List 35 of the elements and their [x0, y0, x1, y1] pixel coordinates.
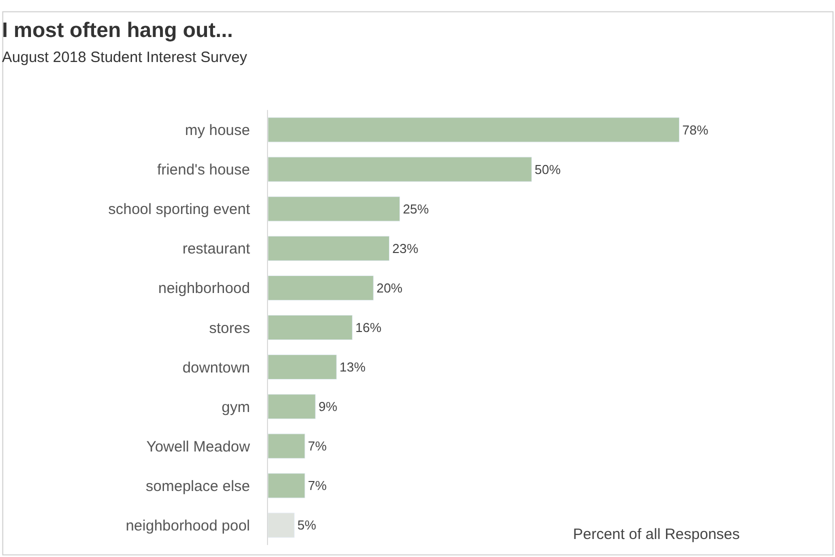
y-tick-label: stores: [209, 320, 250, 337]
data-label: 50%: [534, 162, 562, 177]
data-label: 7%: [308, 438, 328, 454]
bar: [268, 275, 374, 300]
data-label: 5%: [297, 518, 317, 533]
text: August 2018 Student Interest Survey: [2, 49, 248, 66]
chart-title: I most often hang out...: [2, 19, 233, 42]
bar: [268, 394, 316, 420]
bar: [268, 354, 337, 380]
y-tick-label: neighborhood pool: [126, 517, 250, 534]
data-label: 13%: [340, 360, 366, 375]
bar: [268, 156, 532, 182]
y-tick-label: someplace else: [146, 478, 250, 495]
bar: [268, 473, 306, 498]
y-tick-label: restaurant: [182, 240, 251, 258]
x-axis-title: Percent of all Responses: [573, 526, 740, 543]
y-tick-label: my house: [184, 122, 250, 140]
bar: [268, 117, 680, 142]
y-tick-label: gym: [222, 398, 250, 416]
bar: [268, 314, 353, 340]
bar: [268, 434, 306, 459]
data-label: 78%: [682, 122, 709, 138]
y-tick-label: Yowell Meadow: [146, 438, 250, 456]
data-label: 16%: [355, 320, 382, 335]
data-label: 9%: [318, 399, 338, 414]
bar: [268, 236, 390, 261]
data-label: 7%: [308, 478, 328, 494]
y-tick-label: friend's house: [157, 162, 250, 179]
bar: [268, 196, 400, 222]
y-tick-label: neighborhood: [158, 280, 250, 298]
data-label: 25%: [402, 201, 430, 216]
y-tick-label: school sporting event: [108, 201, 251, 218]
data-label: 23%: [392, 240, 419, 256]
data-label: 20%: [376, 280, 403, 296]
y-tick-label: downtown: [182, 359, 250, 376]
